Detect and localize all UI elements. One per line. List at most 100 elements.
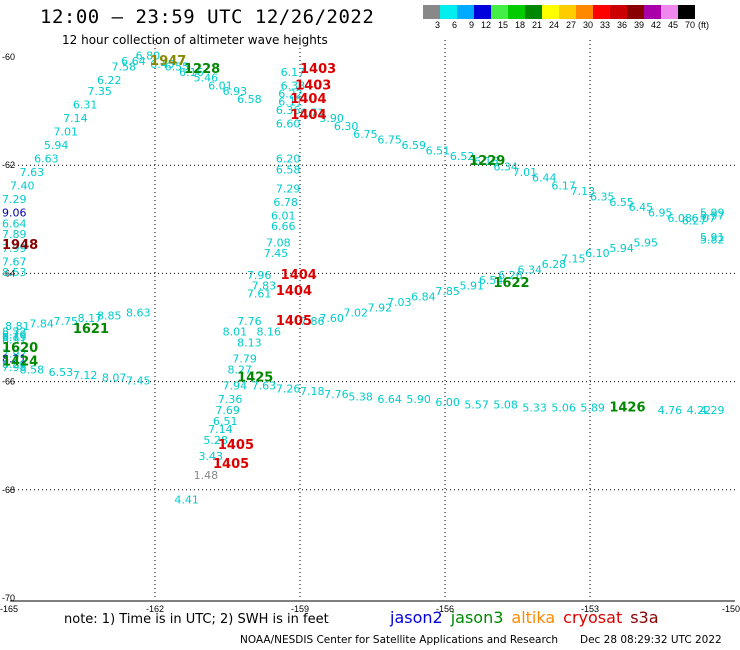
swh-value: 6.75 [353, 128, 378, 141]
time-label: 1403 [300, 62, 336, 77]
swh-value: 8.81 [5, 320, 30, 333]
lat-label: -60 [2, 52, 15, 62]
swh-value: 7.99 [2, 242, 27, 255]
swh-value: 7.79 [232, 353, 256, 366]
legend-unit: (ft) [698, 20, 709, 30]
swh-value: 7.60 [319, 312, 344, 325]
legend-swatch [576, 5, 593, 19]
legend-label: 24 [548, 20, 559, 30]
legend-swatch [661, 5, 678, 19]
satellite-jason3: jason3 [450, 608, 504, 627]
swh-value: 8.20 [2, 358, 27, 371]
swh-value: 6.28 [542, 258, 567, 271]
time-label: 1404 [281, 268, 317, 283]
legend-swatch [457, 5, 474, 19]
swh-value: 7.89 [2, 228, 27, 241]
time-label: 1620 [2, 341, 38, 356]
lat-label: -68 [2, 485, 15, 495]
time-label: 1622 [493, 276, 529, 291]
swh-value: 6.17 [281, 66, 306, 79]
swh-value: 7.84 [29, 318, 54, 331]
swh-value: 7.14 [63, 112, 88, 125]
swh-value: 7.63 [20, 166, 44, 179]
satellite-altika: altika [511, 608, 556, 627]
footer-note: note: 1) Time is in UTC; 2) SWH is in fe… [64, 612, 329, 627]
legend-swatch [559, 5, 576, 19]
legend-label: 6 [451, 20, 457, 30]
swh-value: 7.18 [300, 385, 325, 398]
swh-value: 7.35 [87, 85, 112, 98]
time-label: 1229 [469, 154, 505, 169]
time-label: 1404 [290, 92, 326, 107]
swh-value: 7.94 [223, 380, 248, 393]
swh-value: 7.76 [324, 388, 349, 401]
swh-value: 7.12 [73, 369, 98, 382]
swh-value: 6.00 [435, 396, 460, 409]
axis-labels: -60 -62 -64 -66 -68 -70-165 -162 -159 -156 -153 -1… [0, 52, 740, 614]
legend-label: 39 [633, 20, 644, 30]
swh-value: 4.41 [174, 493, 199, 506]
time-label: 1426 [609, 400, 645, 415]
swh-value: 5.38 [348, 391, 373, 404]
swh-value: 6.27 [682, 215, 707, 228]
timestamp-text: Dec 28 08:29:32 UTC 2022 [580, 634, 722, 646]
time-label: 1404 [290, 108, 326, 123]
legend-label: 9 [468, 20, 474, 30]
swh-value: 7.40 [10, 180, 35, 193]
swh-value: 6.64 [377, 393, 402, 406]
legend-swatch [678, 5, 695, 19]
swh-value: 6.45 [150, 58, 175, 71]
swh-value: 6.75 [377, 134, 402, 147]
swh-value: 7.45 [126, 374, 151, 387]
swh-value: 7.61 [247, 288, 271, 301]
lat-label: -64 [2, 268, 15, 278]
swh-value: 6.93 [223, 85, 248, 98]
swh-value: 5.99 [700, 207, 725, 220]
legend-swatch [440, 5, 457, 19]
swh-value: 7.29 [276, 182, 301, 195]
lat-label: -70 [2, 593, 15, 603]
swh-value: 8.72 [2, 326, 27, 339]
swh-value: 6.80 [136, 50, 161, 63]
map-subtitle: 12 hour collection of altimeter wave hei… [62, 33, 328, 47]
lon-label: -150 [722, 604, 740, 614]
legend-swatch [627, 5, 644, 19]
swh-value: 5.90 [319, 112, 344, 125]
swh-value: 7.75 [54, 315, 79, 328]
swh-value: 5.97 [700, 209, 725, 222]
swh-value: 7.83 [252, 280, 277, 293]
swh-value: 4.22 [687, 404, 712, 417]
legend-label: 18 [514, 20, 525, 30]
swh-value: 7.76 [237, 315, 262, 328]
legend-swatch [644, 5, 661, 19]
swh-value: 6.55 [165, 61, 190, 74]
swh-value: 7.58 [112, 61, 137, 74]
swh-value: 6.26 [498, 269, 522, 282]
swh-value: 7.01 [513, 166, 538, 179]
swh-value: 3.43 [199, 450, 224, 463]
swh-value: 7.69 [215, 404, 240, 417]
legend-label: 3 [434, 20, 440, 30]
swh-value: 6.95 [648, 207, 673, 220]
swh-value: 6.64 [121, 55, 145, 68]
swh-value: 8.07 [102, 372, 127, 385]
swh-value: 6.01 [271, 209, 296, 222]
lon-label: -159 [291, 604, 309, 614]
swh-value: 7.67 [2, 255, 27, 268]
swh-value: 8.53 [2, 266, 27, 279]
swh-value: 6.44 [532, 171, 557, 184]
swh-value: 5.89 [580, 401, 605, 414]
swh-value: 6.31 [73, 98, 98, 111]
legend-label: 15 [497, 20, 508, 30]
legend-label: 21 [531, 20, 542, 30]
time-label: 1948 [2, 238, 38, 253]
swh-value: 8.01 [223, 326, 248, 339]
swh-value: 7.08 [266, 236, 291, 249]
swh-value: 7.13 [571, 185, 596, 198]
swh-value: 6.66 [271, 220, 296, 233]
legend-swatch [593, 5, 610, 19]
swh-value: 8.63 [126, 307, 151, 320]
lat-label: -66 [2, 377, 15, 387]
swh-value: 7.92 [2, 347, 27, 360]
